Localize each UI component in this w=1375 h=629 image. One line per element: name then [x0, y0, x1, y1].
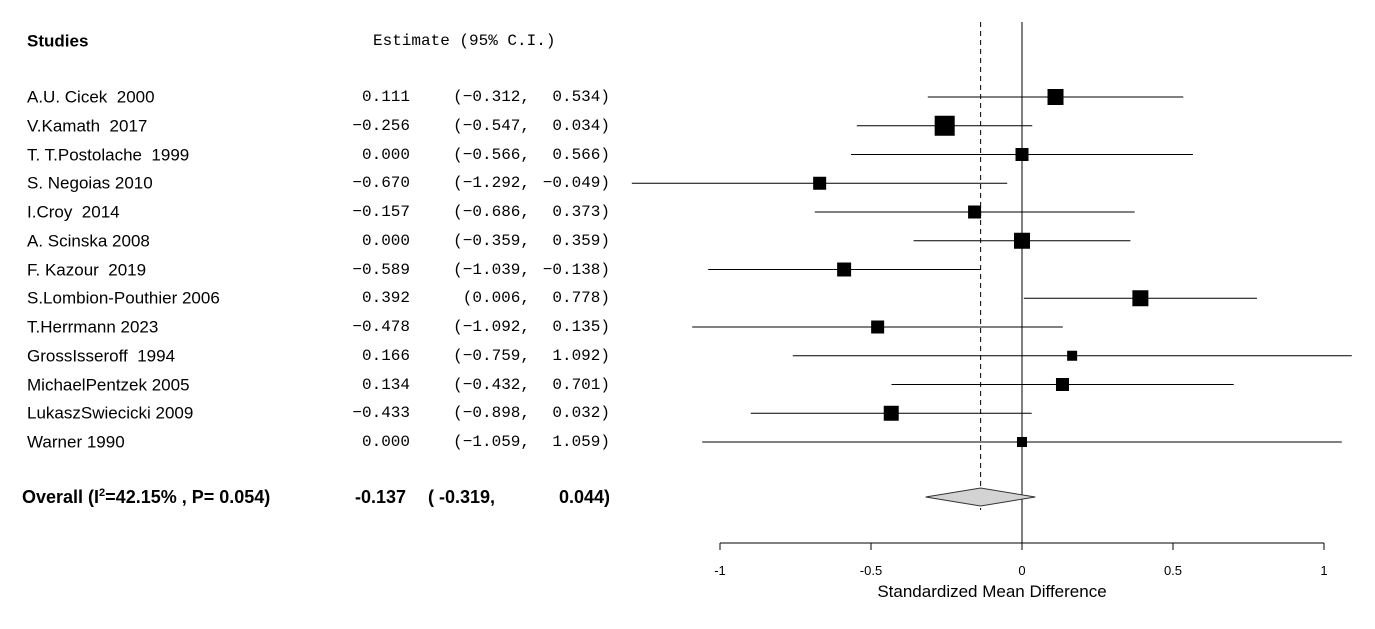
effect-square	[813, 176, 827, 190]
estimate: 0.392	[361, 289, 410, 308]
study-name: A.U. Cicek 2000	[27, 87, 155, 107]
ci-lower: −1.039	[453, 262, 530, 278]
estimate: −0.157	[352, 203, 410, 221]
effect-square	[883, 405, 899, 421]
x-tick-label: 1	[1320, 563, 1327, 578]
overall-diamond	[925, 487, 1036, 507]
effect-square	[1015, 148, 1029, 161]
ci-upper: 0.566	[552, 147, 610, 163]
effect-square	[871, 320, 885, 334]
x-tick-label: 0.5	[1164, 563, 1182, 578]
ci-upper: 0.373	[552, 204, 610, 220]
estimate: 0.000	[361, 231, 410, 250]
overall-estimate: -0.137	[354, 487, 406, 507]
study-header: Studies	[27, 31, 89, 51]
study-name: T. T.Postolache 1999	[27, 145, 190, 164]
ci-upper: 0.359	[552, 233, 610, 249]
effect-square	[1067, 350, 1078, 361]
estimate: 0.000	[361, 433, 410, 451]
overall-label: Overall (I2=42.15% , P= 0.054)	[22, 487, 271, 507]
estimate-header: Estimate (95% C.I.)	[373, 32, 556, 50]
ci-lower: −1.292	[453, 175, 530, 191]
effect-square	[1016, 436, 1028, 448]
overall-label-part: Overall (I	[22, 487, 100, 507]
estimate: −0.670	[352, 174, 410, 193]
effect-square	[837, 262, 852, 277]
ci-upper: −0.049	[543, 175, 610, 191]
effect-square	[1014, 232, 1030, 249]
ci-lower: −0.359	[453, 233, 530, 249]
ci-lower: −0.686	[453, 204, 530, 220]
study-name: LukaszSwiecicki 2009	[27, 403, 194, 423]
overall-label-part: 2	[99, 487, 106, 499]
estimate: −0.478	[352, 318, 410, 336]
x-tick-label: -0.5	[860, 563, 882, 578]
ci-lower: −0.312	[453, 89, 530, 105]
effect-square	[934, 115, 955, 136]
study-name: F. Kazour 2019	[27, 260, 147, 279]
estimate: 0.166	[361, 346, 410, 365]
overall-lower: -0.319	[428, 488, 495, 506]
estimate: −0.433	[352, 404, 410, 423]
ci-upper: −0.138	[543, 262, 610, 278]
overall-upper: 0.044	[559, 488, 610, 506]
estimate: 0.134	[361, 375, 410, 394]
x-tick-label: -1	[714, 563, 726, 578]
ci-upper: 0.534	[552, 89, 610, 105]
effect-square	[968, 205, 982, 219]
x-axis-label: Standardized Mean Difference	[877, 582, 1106, 601]
ci-lower: −0.547	[453, 118, 530, 134]
ci-upper: 1.092	[552, 348, 610, 364]
effect-square	[1055, 378, 1069, 391]
ci-upper: 0.032	[552, 405, 610, 421]
overall-label-part: =42.15% , P= 0.054)	[105, 487, 271, 507]
x-tick-label: 0	[1018, 563, 1025, 578]
ci-lower: −0.566	[453, 147, 530, 163]
study-name: GrossIsseroff 1994	[27, 346, 176, 366]
study-name: MichaelPentzek 2005	[27, 375, 190, 394]
study-name: V.Kamath 2017	[27, 116, 148, 136]
study-name: I.Croy 2014	[27, 202, 120, 222]
effect-square	[1132, 290, 1149, 307]
ci-lower: −1.092	[453, 319, 530, 335]
estimate: −0.589	[352, 260, 410, 279]
study-name: S.Lombion-Pouthier 2006	[27, 288, 220, 308]
ci-lower: −1.059	[453, 434, 530, 450]
effect-square	[1047, 89, 1064, 105]
ci-upper: 0.701	[552, 377, 610, 393]
study-name: S. Negoias 2010	[27, 173, 153, 193]
estimate: 0.000	[361, 145, 410, 164]
ci-lower: −0.759	[453, 348, 530, 364]
estimate: −0.256	[352, 116, 410, 135]
ci-lower: −0.432	[453, 377, 530, 393]
study-name: T.Herrmann 2023	[27, 317, 159, 337]
estimate: 0.111	[361, 88, 410, 106]
ci-lower: −0.898	[453, 405, 530, 421]
ci-upper: 0.034	[552, 118, 610, 134]
ci-upper: 0.135	[552, 319, 610, 335]
ci-upper: 0.778	[552, 290, 610, 306]
study-name: Warner 1990	[27, 432, 125, 452]
ci-lower: 0.006	[463, 290, 530, 306]
ci-upper: 1.059	[552, 434, 610, 450]
study-name: A. Scinska 2008	[27, 231, 150, 251]
